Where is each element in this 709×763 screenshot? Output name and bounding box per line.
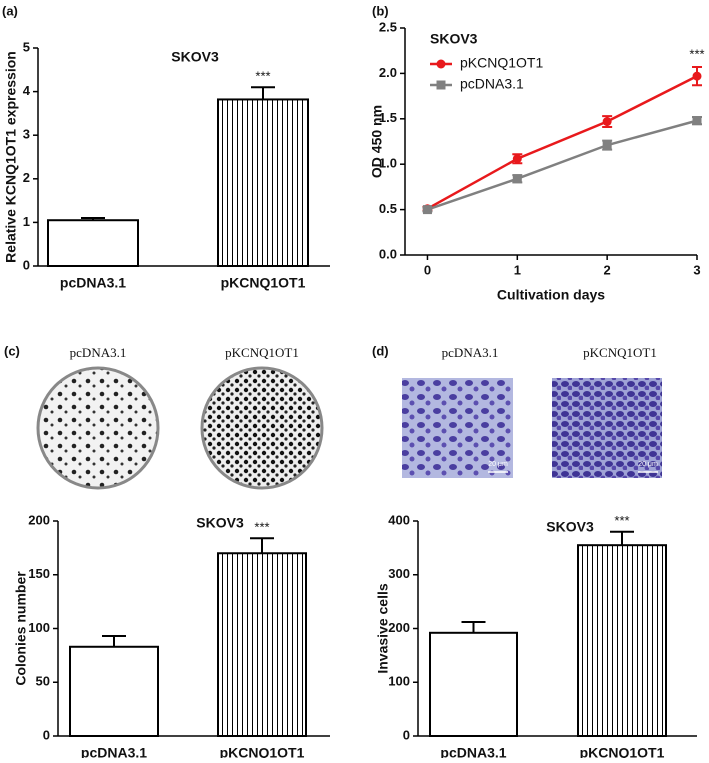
y-tick-label: 100 [388, 674, 410, 689]
x-tick-label: pKCNQ1OT1 [580, 745, 665, 758]
y-axis-label: Invasive cells [375, 583, 391, 674]
panel-label: (a) [2, 3, 18, 18]
marker [692, 116, 702, 126]
y-tick-label: 0.5 [379, 201, 397, 216]
significance: *** [254, 520, 269, 535]
y-tick-label: 1.0 [379, 156, 397, 171]
y-tick-label: 400 [388, 512, 410, 527]
y-tick-label: 0 [43, 727, 50, 742]
significance: *** [614, 513, 629, 528]
x-tick-label: 1 [514, 262, 521, 277]
colony-plate [36, 366, 160, 490]
y-axis-label: OD 450 nm [369, 105, 385, 178]
x-tick-label: 3 [693, 262, 700, 277]
y-tick-label: 150 [28, 566, 50, 581]
x-tick-label: pcDNA3.1 [81, 745, 147, 758]
significance: *** [255, 69, 270, 84]
y-tick-label: 300 [388, 566, 410, 581]
marker [422, 205, 432, 215]
y-tick-label: 3 [23, 127, 30, 142]
marker [602, 140, 612, 150]
bar [47, 219, 139, 267]
y-axis-label: Colonies number [13, 571, 29, 686]
series-line [427, 119, 698, 211]
x-tick-label: pcDNA3.1 [60, 275, 126, 291]
legend-marker [436, 59, 446, 69]
scale-bar-label: 20 μm [638, 461, 658, 468]
bar [217, 98, 309, 267]
legend-label: pcDNA3.1 [460, 76, 524, 92]
y-tick-label: 100 [28, 620, 50, 635]
chart-title: SKOV3 [430, 31, 478, 47]
marker [512, 174, 522, 184]
legend-label: pKCNQ1OT1 [460, 55, 543, 71]
x-tick-label: 0 [424, 262, 431, 277]
y-tick-label: 1 [23, 214, 30, 229]
legend-marker [436, 80, 446, 90]
x-tick-label: 2 [604, 262, 611, 277]
x-tick-label: pKCNQ1OT1 [221, 275, 306, 291]
chart-title: SKOV3 [171, 49, 219, 65]
bar [429, 631, 518, 737]
bar [577, 544, 667, 737]
y-tick-label: 4 [23, 83, 31, 98]
y-tick-label: 2.5 [379, 19, 397, 34]
micrograph [552, 378, 662, 478]
x-axis-label: Cultivation days [497, 287, 605, 303]
y-tick-label: 0 [23, 257, 30, 272]
y-tick-label: 0 [403, 727, 410, 742]
chart-title: SKOV3 [196, 515, 244, 531]
y-tick-label: 0.0 [379, 246, 397, 261]
y-tick-label: 200 [28, 512, 50, 527]
colony-plate [200, 366, 324, 490]
y-tick-label: 5 [23, 39, 30, 54]
y-tick-label: 2.0 [379, 65, 397, 80]
chart-title: SKOV3 [546, 519, 594, 535]
x-tick-label: pcDNA3.1 [440, 745, 506, 758]
scale-bar-label: 20 μm [488, 461, 508, 468]
significance: *** [689, 46, 704, 61]
panel-label: (d) [372, 343, 389, 358]
marker [692, 71, 702, 81]
series-line [426, 75, 698, 210]
panel-label: (c) [4, 343, 20, 358]
image-caption: pKCNQ1OT1 [583, 345, 657, 360]
y-tick-label: 1.5 [379, 110, 397, 125]
panel-label: (b) [372, 3, 389, 18]
x-tick-label: pKCNQ1OT1 [220, 745, 305, 758]
y-axis-label: Relative KCNQ1OT1 expression [3, 51, 19, 263]
micrograph [402, 378, 513, 478]
image-caption: pKCNQ1OT1 [225, 345, 299, 360]
image-caption: pcDNA3.1 [442, 345, 499, 360]
y-tick-label: 200 [388, 620, 410, 635]
marker [602, 117, 612, 127]
bar [217, 552, 307, 737]
images [36, 366, 662, 490]
image-caption: pcDNA3.1 [70, 345, 127, 360]
marker [512, 154, 522, 164]
y-tick-label: 50 [36, 674, 50, 689]
y-tick-label: 2 [23, 170, 30, 185]
bar [69, 645, 159, 738]
